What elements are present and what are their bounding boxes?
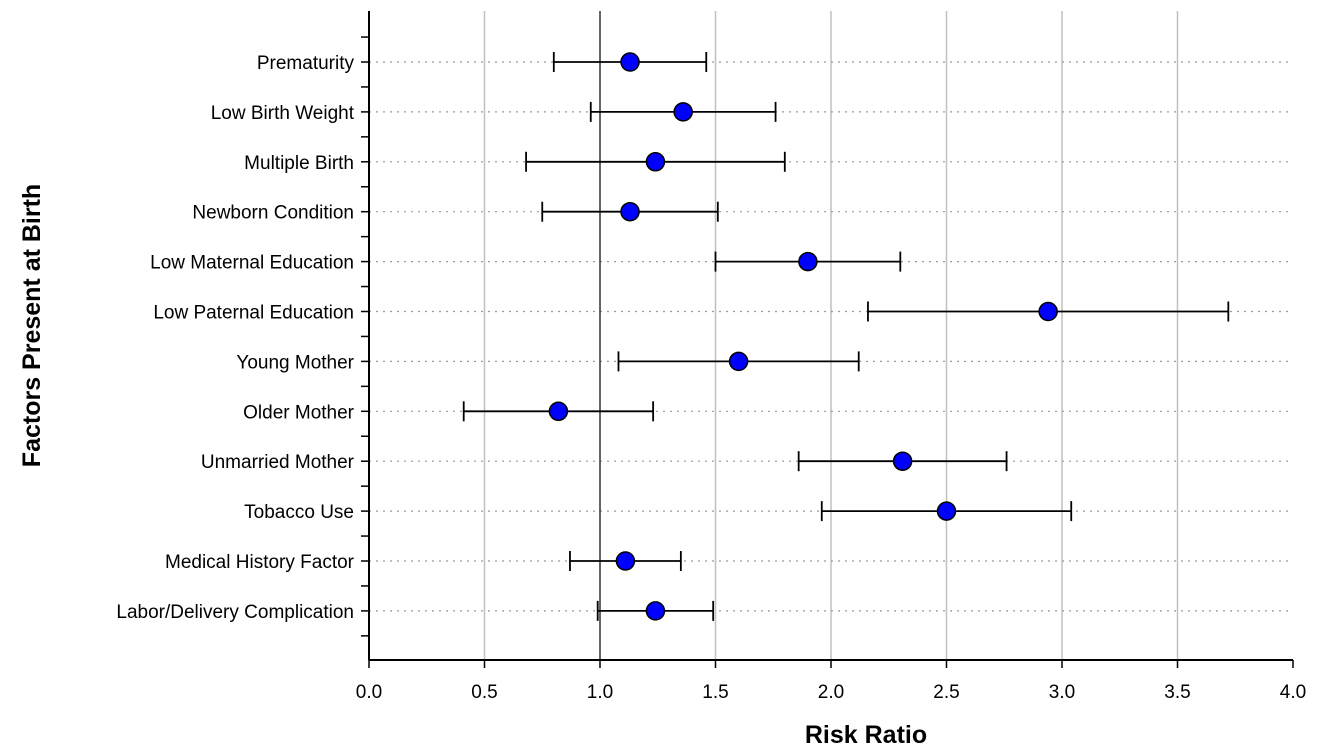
category-label: Labor/Delivery Complication bbox=[116, 602, 354, 623]
data-point bbox=[645, 152, 666, 172]
data-point bbox=[620, 52, 640, 72]
x-tick-labels: 0.0 0.5 1.0 1.5 2.0 2.5 3.0 3.5 4.0 bbox=[356, 682, 1306, 703]
data-point bbox=[798, 251, 818, 272]
data-point bbox=[936, 501, 957, 521]
category-label: Tobacco Use bbox=[244, 502, 354, 523]
data-points bbox=[548, 52, 1058, 621]
grid-lines bbox=[483, 11, 1179, 660]
data-point bbox=[645, 601, 666, 621]
category-label: Unmarried Mother bbox=[201, 452, 355, 473]
data-point bbox=[620, 201, 640, 222]
category-label: Prematurity bbox=[257, 53, 355, 74]
category-label: Multiple Birth bbox=[244, 153, 354, 174]
category-label: Older Mother bbox=[243, 402, 355, 423]
category-labels: Prematurity Low Birth Weight Multiple Birt… bbox=[116, 53, 354, 623]
category-label: Medical History Factor bbox=[165, 552, 355, 573]
x-tick-label: 0.0 bbox=[356, 682, 382, 703]
x-tick-label: 1.5 bbox=[702, 682, 728, 703]
category-label: Young Mother bbox=[236, 352, 354, 373]
x-axis-title: Risk Ratio bbox=[805, 721, 927, 749]
category-label: Newborn Condition bbox=[192, 203, 354, 224]
axes bbox=[361, 11, 1294, 668]
x-tick-label: 4.0 bbox=[1280, 682, 1306, 703]
x-tick-label: 2.0 bbox=[818, 682, 844, 703]
y-axis-title: Factors Present at Birth bbox=[18, 184, 46, 467]
data-point bbox=[615, 551, 636, 571]
data-point bbox=[1038, 301, 1058, 322]
data-point bbox=[728, 351, 749, 372]
x-tick-label: 3.5 bbox=[1164, 682, 1190, 703]
data-point bbox=[673, 102, 693, 122]
category-label: Low Maternal Education bbox=[150, 253, 354, 274]
x-tick-label: 0.5 bbox=[471, 682, 497, 703]
category-label: Low Paternal Education bbox=[153, 303, 354, 324]
error-bars bbox=[462, 52, 1230, 621]
category-label: Low Birth Weight bbox=[211, 103, 355, 124]
x-tick-label: 2.5 bbox=[933, 682, 959, 703]
x-tick-label: 3.0 bbox=[1049, 682, 1075, 703]
data-point bbox=[892, 451, 913, 471]
data-point bbox=[548, 401, 569, 422]
x-tick-label: 1.0 bbox=[587, 682, 613, 703]
